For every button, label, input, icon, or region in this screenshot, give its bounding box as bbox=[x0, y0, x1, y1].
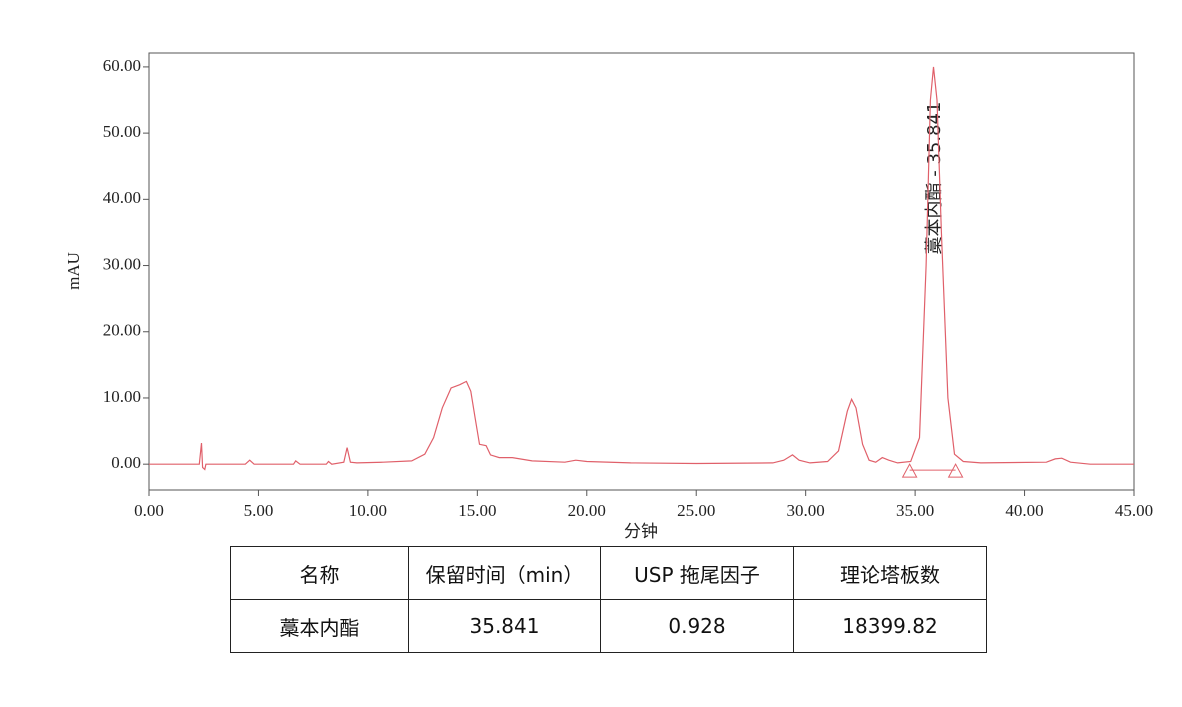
x-tick-label: 35.00 bbox=[896, 501, 934, 520]
y-tick-label: 30.00 bbox=[103, 254, 141, 273]
y-axis-label: mAU bbox=[64, 252, 83, 290]
cell: 0.928 bbox=[600, 599, 794, 653]
x-axis-label: 分钟 bbox=[624, 522, 658, 542]
y-tick-label: 20.00 bbox=[103, 321, 141, 340]
x-tick-label: 45.00 bbox=[1115, 501, 1153, 520]
header-cell: 保留时间（min） bbox=[408, 546, 601, 600]
x-tick-label: 30.00 bbox=[787, 501, 825, 520]
result-table: 名称 保留时间（min） USP 拖尾因子 理论塔板数 藁本内酯 35.841 … bbox=[230, 546, 987, 653]
y-tick-label: 50.00 bbox=[103, 122, 141, 141]
peak-marker bbox=[947, 463, 964, 478]
header-cell: 名称 bbox=[230, 546, 409, 600]
y-tick-label: 0.00 bbox=[111, 453, 141, 472]
x-tick-label: 0.00 bbox=[134, 501, 164, 520]
header-cell: USP 拖尾因子 bbox=[600, 546, 794, 600]
y-tick-label: 10.00 bbox=[103, 387, 141, 406]
x-tick-label: 20.00 bbox=[568, 501, 606, 520]
x-tick-label: 10.00 bbox=[349, 501, 387, 520]
trace bbox=[149, 66, 1134, 471]
x-tick-label: 15.00 bbox=[458, 501, 496, 520]
peak-marker bbox=[901, 463, 918, 478]
cell: 藁本内酯 bbox=[230, 599, 409, 653]
x-tick-label: 5.00 bbox=[244, 501, 274, 520]
y-tick-label: 40.00 bbox=[103, 188, 141, 207]
plot-frame bbox=[148, 52, 1135, 491]
cell: 35.841 bbox=[408, 599, 601, 653]
x-tick-label: 25.00 bbox=[677, 501, 715, 520]
cell: 18399.82 bbox=[793, 599, 987, 653]
y-tick-label: 60.00 bbox=[103, 56, 141, 75]
chart: mAU 分钟 藁本内酯 - 35.841 0.0010.0020.0030.00… bbox=[64, 52, 1153, 542]
x-tick-label: 40.00 bbox=[1005, 501, 1043, 520]
header-cell: 理论塔板数 bbox=[793, 546, 987, 600]
